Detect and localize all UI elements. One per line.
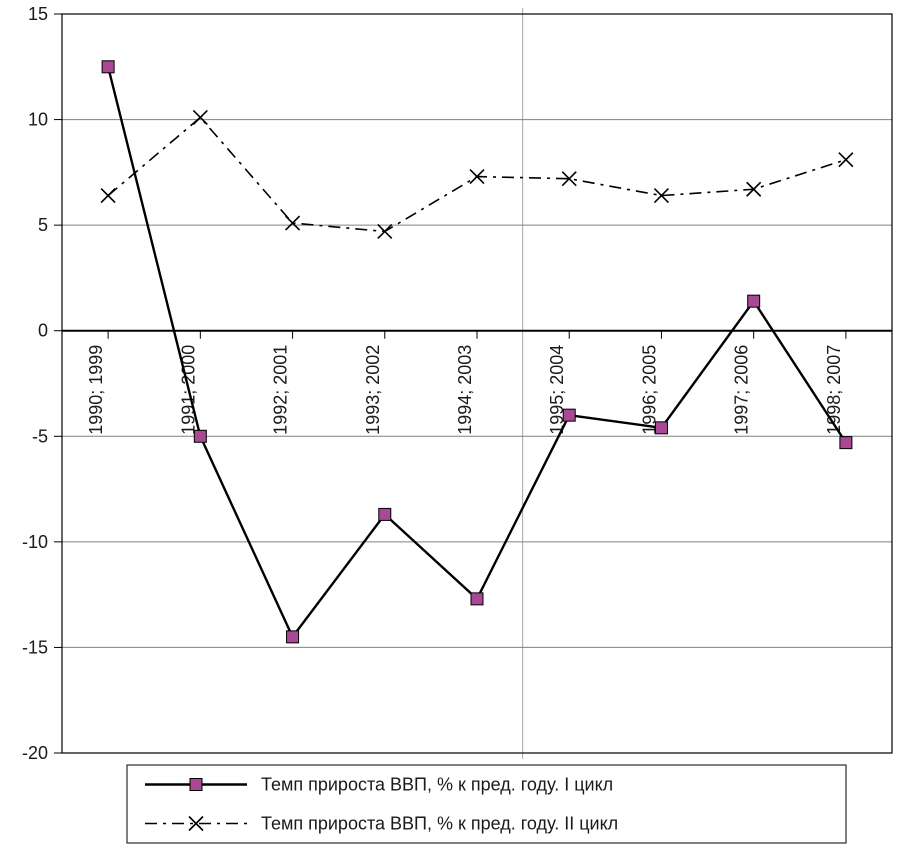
marker-square <box>379 508 391 520</box>
chart-svg: -20-15-10-50510151990; 19991991; 2000199… <box>0 0 900 852</box>
x-tick-label: 1993; 2002 <box>363 345 383 435</box>
marker-square <box>190 779 202 791</box>
marker-square <box>748 295 760 307</box>
y-tick-label: -15 <box>22 637 48 657</box>
y-tick-label: -10 <box>22 532 48 552</box>
marker-square <box>655 422 667 434</box>
y-tick-label: 15 <box>28 4 48 24</box>
x-tick-label: 1996; 2005 <box>639 345 659 435</box>
y-tick-label: -20 <box>22 743 48 763</box>
marker-square <box>563 409 575 421</box>
x-tick-label: 1992; 2001 <box>271 345 291 435</box>
marker-square <box>194 430 206 442</box>
gdp-growth-chart: -20-15-10-50510151990; 19991991; 2000199… <box>0 0 900 852</box>
x-tick-label: 1990; 1999 <box>86 345 106 435</box>
legend-label: Темп прироста ВВП, % к пред. году. I цик… <box>261 775 613 795</box>
chart-bg <box>0 0 900 852</box>
marker-square <box>287 631 299 643</box>
x-tick-label: 1997; 2006 <box>732 345 752 435</box>
x-tick-label: 1994; 2003 <box>455 345 475 435</box>
legend-label: Темп прироста ВВП, % к пред. году. II ци… <box>261 814 618 834</box>
x-tick-label: 1998; 2007 <box>824 345 844 435</box>
y-tick-label: -5 <box>32 426 48 446</box>
y-tick-label: 10 <box>28 110 48 130</box>
marker-square <box>471 593 483 605</box>
y-tick-label: 0 <box>38 321 48 341</box>
marker-square <box>840 437 852 449</box>
marker-square <box>102 61 114 73</box>
y-tick-label: 5 <box>38 215 48 235</box>
